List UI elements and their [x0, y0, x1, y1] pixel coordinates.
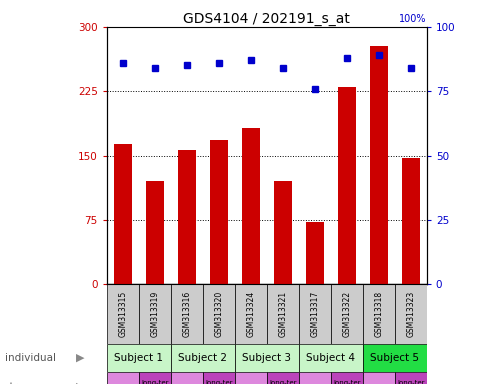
Text: individual: individual [5, 353, 56, 363]
Bar [234, 284, 266, 344]
Bar [106, 284, 138, 344]
Bar [210, 140, 227, 284]
Bar [242, 128, 259, 284]
Bar [234, 372, 266, 384]
Bar [178, 149, 195, 284]
Bar [298, 344, 362, 372]
Bar [330, 284, 362, 344]
Bar [114, 144, 131, 284]
Bar [298, 372, 330, 384]
Bar [138, 372, 170, 384]
Text: GSM313323: GSM313323 [406, 291, 414, 337]
Bar [146, 181, 163, 284]
Bar [106, 372, 138, 384]
Bar [170, 344, 234, 372]
Text: GSM313321: GSM313321 [278, 291, 287, 337]
Bar [305, 222, 323, 284]
Bar [298, 284, 330, 344]
Text: GSM313320: GSM313320 [214, 291, 223, 337]
Bar [337, 87, 355, 284]
Bar [170, 284, 202, 344]
Bar [362, 372, 394, 384]
Text: long-ter
m heat: long-ter m heat [205, 381, 232, 384]
Text: GSM313316: GSM313316 [182, 291, 191, 337]
Bar [234, 344, 298, 372]
Bar [266, 284, 298, 344]
Bar [401, 158, 419, 284]
Bar [362, 344, 426, 372]
Bar [266, 372, 298, 384]
Bar [362, 284, 394, 344]
Bar [273, 181, 291, 284]
Text: 100%: 100% [398, 14, 426, 24]
Text: GSM313322: GSM313322 [342, 291, 350, 337]
Text: stress: stress [5, 382, 36, 384]
Text: Subject 2: Subject 2 [178, 353, 227, 363]
Bar [202, 372, 234, 384]
Bar [138, 284, 170, 344]
Bar [369, 46, 387, 284]
Text: Subject 5: Subject 5 [369, 353, 419, 363]
Text: long-ter
m heat: long-ter m heat [333, 381, 360, 384]
Bar [202, 284, 234, 344]
Text: long-ter
m heat: long-ter m heat [269, 381, 296, 384]
Text: ▶: ▶ [76, 353, 84, 363]
Bar [394, 284, 426, 344]
Text: GSM313324: GSM313324 [246, 291, 255, 337]
Bar [106, 344, 170, 372]
Text: GSM313319: GSM313319 [150, 291, 159, 337]
Text: Subject 1: Subject 1 [114, 353, 163, 363]
Title: GDS4104 / 202191_s_at: GDS4104 / 202191_s_at [183, 12, 349, 26]
Text: ▶: ▶ [76, 382, 84, 384]
Text: Subject 3: Subject 3 [242, 353, 291, 363]
Bar [394, 372, 426, 384]
Text: long-ter
m heat: long-ter m heat [141, 381, 168, 384]
Text: GSM313315: GSM313315 [118, 291, 127, 337]
Bar [330, 372, 362, 384]
Text: long-ter
m heat: long-ter m heat [396, 381, 424, 384]
Text: GSM313318: GSM313318 [374, 291, 382, 337]
Text: GSM313317: GSM313317 [310, 291, 318, 337]
Bar [170, 372, 202, 384]
Text: Subject 4: Subject 4 [305, 353, 355, 363]
